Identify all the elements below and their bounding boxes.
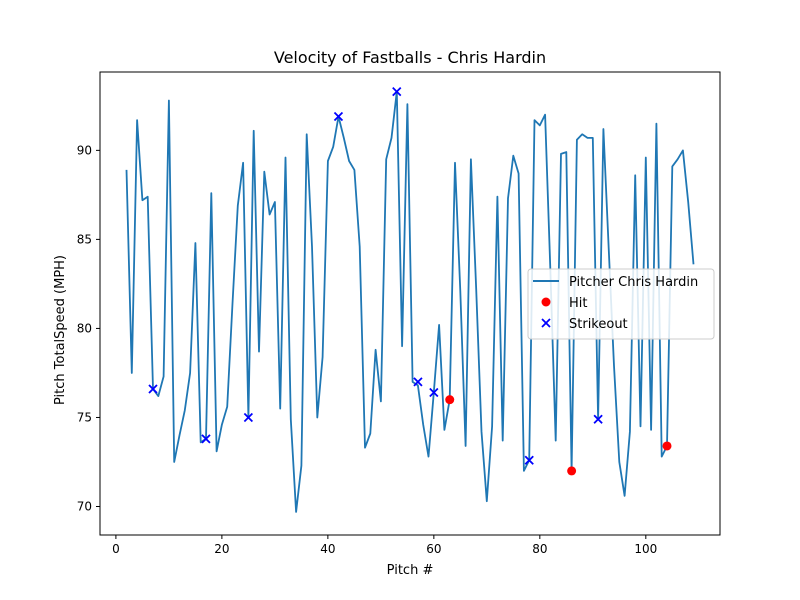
y-axis-ticks: 70 75 80 85 90 (77, 143, 100, 514)
hit-point (662, 441, 672, 451)
legend-strikeout-marker (541, 318, 551, 328)
plot-area (125, 86, 695, 513)
strikeout-point-stroke-b (148, 384, 158, 394)
legend-label-line: Pitcher Chris Hardin (569, 275, 698, 290)
y-tick-label: 75 (77, 410, 92, 424)
strikeout-point (243, 412, 254, 423)
velocity-line (125, 90, 695, 513)
strikeout-point (148, 384, 158, 394)
y-tick-label: 70 (77, 500, 92, 514)
legend-label-hit: Hit (569, 296, 587, 311)
plot-frame (99, 71, 721, 536)
x-tick-label: 20 (214, 542, 229, 556)
strikeout-point (524, 455, 534, 465)
x-tick-label: 60 (426, 542, 441, 556)
x-tick-label: 40 (320, 542, 335, 556)
strikeout-point-stroke-b (524, 455, 534, 465)
x-tick-label: 80 (532, 542, 547, 556)
strikeout-point (333, 111, 344, 122)
strikeout-point-stroke-b (333, 111, 344, 122)
chart-title: Velocity of Fastballs - Chris Hardin (274, 48, 546, 67)
x-tick-label: 100 (634, 542, 657, 556)
hit-point (445, 395, 455, 405)
y-tick-label: 85 (77, 232, 92, 246)
y-axis-label: Pitch TotalSpeed (MPH) (53, 255, 68, 405)
strikeout-point-stroke-b (429, 387, 439, 398)
y-tick-label: 90 (77, 143, 92, 157)
strikeout-point-stroke-b (392, 86, 402, 97)
legend-label-strikeout: Strikeout (569, 317, 628, 332)
y-tick-label: 80 (77, 321, 92, 335)
legend-strikeout-x-stroke-b (541, 318, 551, 328)
strikeout-point-stroke-b (243, 412, 254, 423)
strikeout-point-stroke-b (593, 414, 603, 424)
series-layer (125, 86, 695, 513)
legend: Pitcher Chris Hardin Hit Strikeout (527, 268, 715, 340)
legend-strikeout-x (541, 318, 551, 328)
x-axis-ticks: 0 20 40 60 80 100 (112, 535, 657, 556)
strikeout-point (201, 434, 211, 444)
x-tick-label: 0 (112, 542, 120, 556)
hit-point (567, 466, 577, 476)
strikeout-point (392, 86, 402, 97)
legend-box (527, 268, 715, 340)
strikeout-point-stroke-b (413, 377, 423, 387)
x-axis-label: Pitch # (387, 563, 434, 578)
strikeout-point (413, 377, 423, 387)
strikeout-point (429, 387, 439, 398)
legend-hit-marker (541, 297, 551, 307)
strikeout-point (593, 414, 603, 424)
strikeout-point-stroke-b (201, 434, 211, 444)
